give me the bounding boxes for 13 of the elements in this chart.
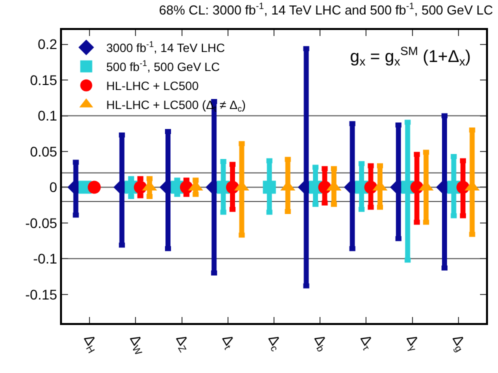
legend-label: 500 fb$^{-1}$, 500 GeV LC: [106, 58, 220, 74]
y-tick-label: 0.1: [38, 108, 58, 124]
legend-label: 3000 fb$^{-1}$, 14 TeV LHC: [106, 39, 226, 56]
y-tick-label: -0.1: [33, 250, 58, 267]
y-tick-label: -0.15: [25, 286, 58, 302]
y-tick-label: -0.05: [25, 214, 58, 231]
y-tick-label: 0.15: [30, 72, 58, 88]
y-tick-label: 0.05: [30, 143, 58, 160]
chart-title: 68% CL: 3000 fb$^{-1}$, 14 TeV LHC and 500 fb$^{-1}$, 500 GeV LC: [159, 1, 494, 18]
y-tick-label: 0.2: [38, 36, 58, 52]
y-tick-label: 0: [49, 179, 58, 196]
legend-label: HL-LHC + LC500: [106, 79, 199, 94]
annotation: g$_{x}$ = g$_{x}$$^{SM}$ (1+Δ$_{x}$): [350, 44, 471, 69]
